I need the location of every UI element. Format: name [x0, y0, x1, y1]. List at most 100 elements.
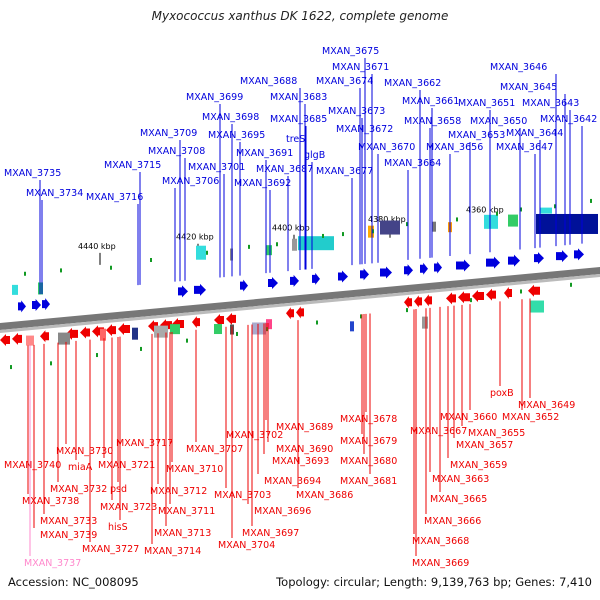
gene-arrow-reverse: [106, 324, 116, 337]
reverse-gene-label: MXAN_3652: [502, 412, 559, 423]
gene-arrow-forward: [18, 300, 26, 313]
forward-gene-label: treS: [286, 134, 305, 145]
gene-arrow-forward: [404, 264, 413, 277]
feature-box: [214, 324, 222, 335]
forward-gene-label: MXAN_3646: [490, 62, 547, 73]
marker: [276, 242, 278, 247]
forward-gene-label: MXAN_3715: [104, 160, 161, 171]
scale-tick-label: 4400 kbp: [272, 224, 310, 233]
accession-text: Accession: NC_008095: [8, 575, 139, 589]
gene-arrow-forward: [556, 250, 568, 263]
gene-arrow-forward: [194, 283, 206, 296]
forward-gene-label: MXAN_3651: [458, 98, 515, 109]
reverse-gene-label: MXAN_3704: [218, 540, 275, 551]
forward-gene-label: MXAN_3735: [4, 168, 61, 179]
feature-box: [58, 332, 70, 345]
reverse-gene-label: MXAN_3663: [432, 474, 489, 485]
marker: [520, 207, 522, 212]
gene-arrow-reverse: [504, 286, 512, 299]
forward-gene-label: MXAN_3673: [328, 106, 385, 117]
feature-box: [266, 319, 272, 330]
forward-gene-label: MXAN_3645: [500, 82, 557, 93]
gene-arrow-forward: [508, 254, 520, 267]
forward-gene-label: MXAN_3643: [522, 98, 579, 109]
forward-gene-label: MXAN_3688: [240, 76, 297, 87]
gene-arrow-forward: [486, 256, 500, 269]
forward-gene-label: MXAN_3716: [86, 192, 143, 203]
gene-arrow-forward: [456, 259, 470, 272]
gene-arrow-forward: [338, 270, 348, 283]
gene-arrow-forward: [380, 266, 392, 279]
marker: [316, 320, 318, 325]
gene-arrow-reverse: [458, 291, 470, 304]
reverse-gene-label: MXAN_3711: [158, 506, 215, 517]
reverse-gene-label: MXAN_3669: [412, 558, 469, 569]
reverse-gene-label: MXAN_3679: [340, 436, 397, 447]
reverse-gene-label: MXAN_3689: [276, 422, 333, 433]
reverse-gene-label: MXAN_3649: [518, 400, 575, 411]
gene-arrow-forward: [178, 285, 188, 298]
gene-arrow-forward: [268, 276, 278, 289]
gene-arrow-reverse: [486, 288, 496, 301]
forward-gene-label: MXAN_3708: [148, 146, 205, 157]
feature-box: [530, 300, 544, 313]
feature-box: [484, 214, 498, 229]
scale-tick-label: 4360 kbp: [466, 206, 504, 215]
marker: [406, 308, 408, 313]
feature-box: [12, 284, 18, 295]
reverse-gene-label: MXAN_3714: [144, 546, 201, 557]
gene-arrow-reverse: [404, 296, 412, 309]
reverse-gene-label: MXAN_3707: [186, 444, 243, 455]
gene-arrow-forward: [290, 274, 299, 287]
marker: [322, 233, 324, 238]
forward-gene-label: MXAN_3709: [140, 128, 197, 139]
marker: [360, 314, 362, 319]
reverse-gene-label: MXAN_3738: [22, 496, 79, 507]
forward-gene-label: glgB: [304, 150, 325, 161]
reverse-gene-label: MXAN_3721: [98, 460, 155, 471]
forward-gene-label: MXAN_3692: [234, 178, 291, 189]
gene-arrow-forward: [574, 248, 584, 261]
forward-gene-label: MXAN_3687: [256, 164, 313, 175]
page-title: Myxococcus xanthus DK 1622, complete gen…: [151, 9, 449, 23]
reverse-gene-label: miaA: [68, 462, 93, 473]
gene-arrow-forward: [420, 262, 428, 275]
gene-arrow-reverse: [214, 314, 224, 327]
marker: [372, 229, 374, 234]
reverse-gene-label: MXAN_3697: [242, 528, 299, 539]
marker: [266, 327, 268, 332]
marker: [470, 298, 472, 303]
reverse-gene-label: MXAN_3740: [4, 460, 61, 471]
reverse-gene-label: MXAN_3737: [24, 558, 81, 569]
reverse-gene-label: poxB: [490, 388, 514, 399]
reverse-gene-label: MXAN_3712: [150, 486, 207, 497]
gene-arrow-reverse: [414, 295, 422, 308]
reverse-gene-label: MXAN_3668: [412, 536, 469, 547]
reverse-gene-label: MXAN_3717: [116, 438, 173, 449]
reverse-gene-label: MXAN_3657: [456, 440, 513, 451]
feature-box: [380, 220, 400, 235]
forward-gene-label: MXAN_3644: [506, 128, 563, 139]
gene-arrow-reverse: [40, 330, 49, 343]
reverse-gene-label: MXAN_3723: [100, 502, 157, 513]
scale-tick-label: 4440 kbp: [78, 242, 116, 251]
forward-gene-label: MXAN_3685: [270, 114, 327, 125]
gene-arrow-forward: [434, 261, 442, 274]
reverse-gene-label: MXAN_3659: [450, 460, 507, 471]
reverse-gene-label: MXAN_3730: [56, 446, 113, 457]
genome-stats-text: Topology: circular; Length: 9,139,763 bp…: [276, 575, 592, 589]
forward-gene-label: MXAN_3664: [384, 158, 441, 169]
feature-box: [540, 207, 552, 214]
gene-arrow-reverse: [528, 284, 540, 297]
feature-box: [350, 321, 354, 332]
forward-gene-label: MXAN_3698: [202, 112, 259, 123]
marker: [406, 222, 408, 227]
feature-box: [292, 238, 297, 251]
feature-box: [536, 213, 598, 234]
reverse-gene-label: hisS: [108, 522, 128, 533]
feature-box: [432, 221, 436, 232]
feature-box: [252, 322, 266, 335]
reverse-gene-label: psd: [110, 484, 127, 495]
marker: [186, 338, 188, 343]
forward-gene-label: MXAN_3650: [470, 116, 527, 127]
